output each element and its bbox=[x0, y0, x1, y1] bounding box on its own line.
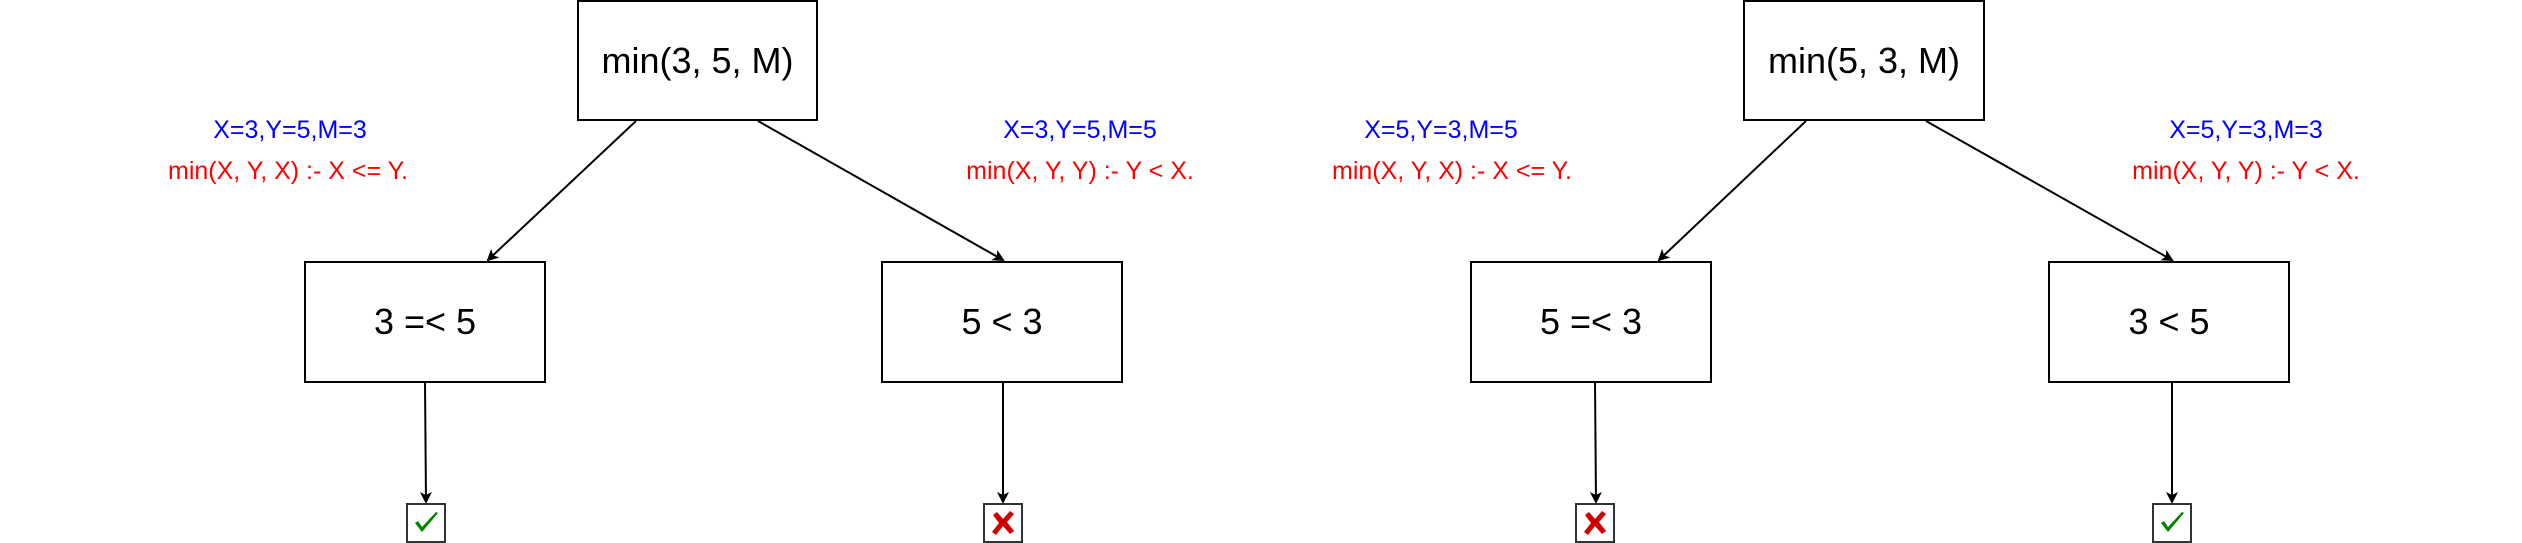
goal-node-2-left: 5 =< 3 bbox=[1470, 261, 1712, 383]
goal-node-2-right: 3 < 5 bbox=[2048, 261, 2290, 383]
edge-root1-left bbox=[486, 120, 637, 262]
clause-label-1-left: min(X, Y, X) :- X <= Y. bbox=[168, 157, 408, 185]
edge-goal2l-result bbox=[1589, 381, 1602, 504]
bindings-label-2-right: X=5,Y=3,M=3 bbox=[2169, 116, 2323, 144]
goal-node-1-left: 3 =< 5 bbox=[304, 261, 546, 383]
bindings-label-2-left: X=5,Y=3,M=5 bbox=[1364, 116, 1518, 144]
bindings-label-1-right: X=3,Y=5,M=5 bbox=[1003, 116, 1157, 144]
root-node-2: min(5, 3, M) bbox=[1743, 0, 1985, 121]
failure-cross-2 bbox=[1575, 503, 1615, 543]
edge-root2-left bbox=[1657, 120, 1807, 262]
goal-node-1-right: 5 < 3 bbox=[881, 261, 1123, 383]
bindings-label-1-left: X=3,Y=5,M=3 bbox=[213, 116, 367, 144]
cross-icon bbox=[1584, 511, 1606, 535]
check-icon bbox=[415, 512, 438, 532]
success-check-2 bbox=[2152, 503, 2192, 543]
failure-cross-1 bbox=[983, 503, 1023, 543]
clause-label-2-left: min(X, Y, X) :- X <= Y. bbox=[1332, 157, 1572, 185]
cross-icon bbox=[992, 511, 1014, 535]
check-icon bbox=[2161, 512, 2184, 532]
clause-label-1-right: min(X, Y, Y) :- Y < X. bbox=[966, 157, 1194, 185]
root-node-1: min(3, 5, M) bbox=[577, 0, 818, 121]
edge-goal1l-result bbox=[419, 381, 432, 504]
success-check-1 bbox=[406, 503, 446, 543]
edge-root2-right bbox=[1925, 120, 2174, 261]
clause-label-2-right: min(X, Y, Y) :- Y < X. bbox=[2132, 157, 2360, 185]
edge-root1-right bbox=[757, 120, 1005, 261]
